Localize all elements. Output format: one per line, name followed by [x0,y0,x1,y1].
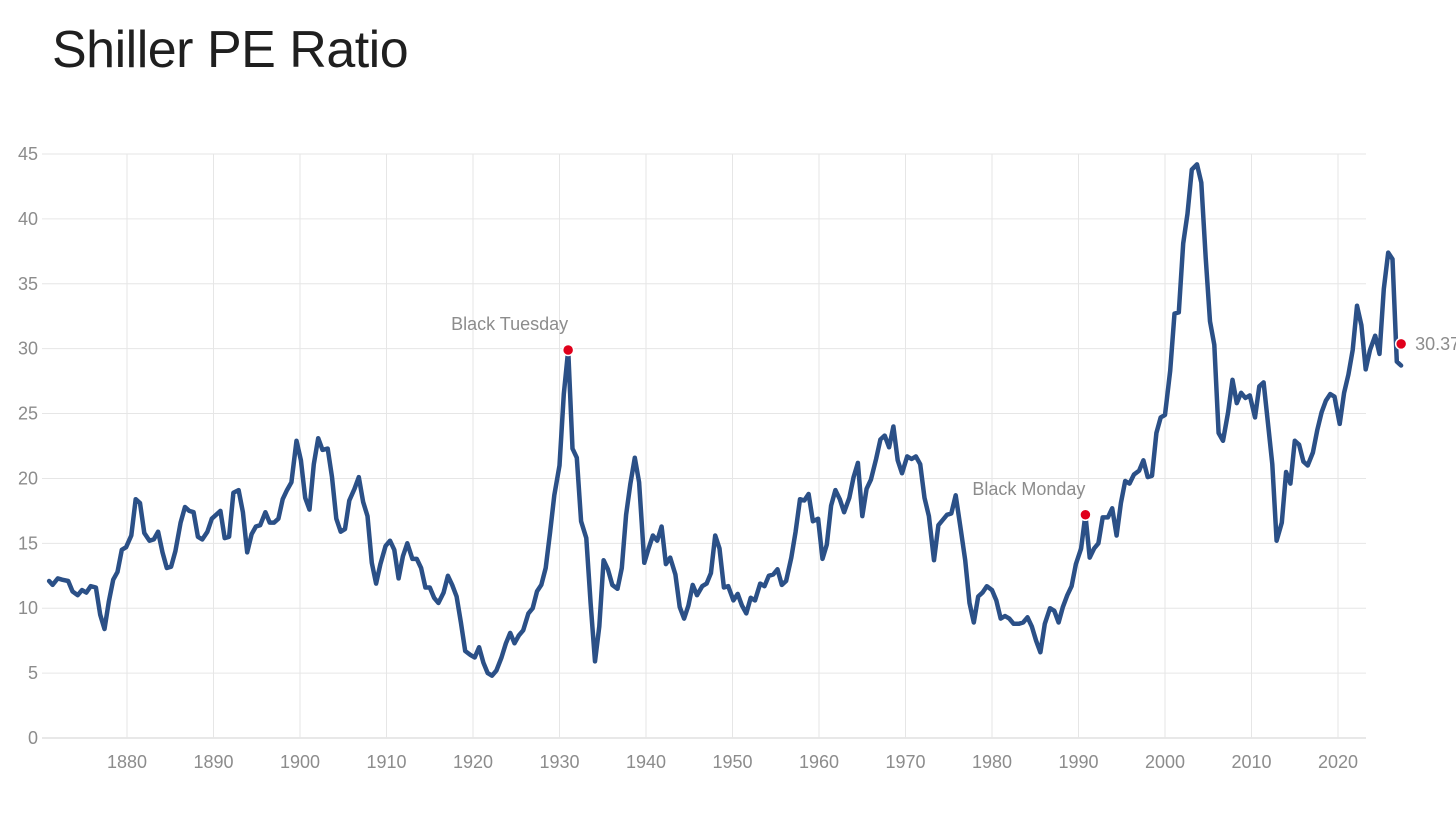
y-tick-label: 0 [28,728,38,748]
x-tick-label: 1900 [280,752,320,772]
event-marker [1394,337,1408,351]
x-tick-label: 1990 [1058,752,1098,772]
x-tick-label: 2020 [1318,752,1358,772]
chart-title: Shiller PE Ratio [52,21,409,79]
y-tick-label: 5 [28,663,38,683]
x-tick-label: 1930 [539,752,579,772]
x-tick-label: 2010 [1231,752,1271,772]
x-tick-label: 1970 [885,752,925,772]
y-tick-label: 35 [18,274,38,294]
marker-label: 30.37 [1415,334,1456,354]
x-tick-label: 2000 [1145,752,1185,772]
x-tick-label: 1880 [107,752,147,772]
marker-label: Black Tuesday [451,314,568,334]
grid-lines [42,153,1366,739]
series-layer [46,162,1404,678]
x-tick-label: 1950 [712,752,752,772]
x-tick-label: 1940 [626,752,666,772]
x-axis-tick-labels: 1880 1890 1900 1910 1920 1930 1940 1950 1960 1970… [107,752,1358,772]
y-tick-label: 40 [18,209,38,229]
event-marker [1079,508,1092,522]
x-tick-label: 1890 [193,752,233,772]
y-tick-label: 10 [18,598,38,618]
x-tick-label: 1960 [799,752,839,772]
y-tick-label: 45 [18,144,38,164]
x-tick-label: 1920 [453,752,493,772]
x-tick-label: 1980 [972,752,1012,772]
series-line [46,162,1404,678]
y-tick-label: 25 [18,404,38,424]
x-tick-label: 1910 [366,752,406,772]
y-tick-label: 30 [18,339,38,359]
y-axis-tick-labels: 0 5 10 15 20 25 30 35 40 45 [18,144,38,748]
annotation-markers: Black Tuesday Black Monday 30.37 [451,314,1456,522]
marker-label: Black Monday [972,479,1085,499]
y-tick-label: 20 [18,468,38,488]
y-tick-label: 15 [18,533,38,553]
event-marker [561,343,575,357]
